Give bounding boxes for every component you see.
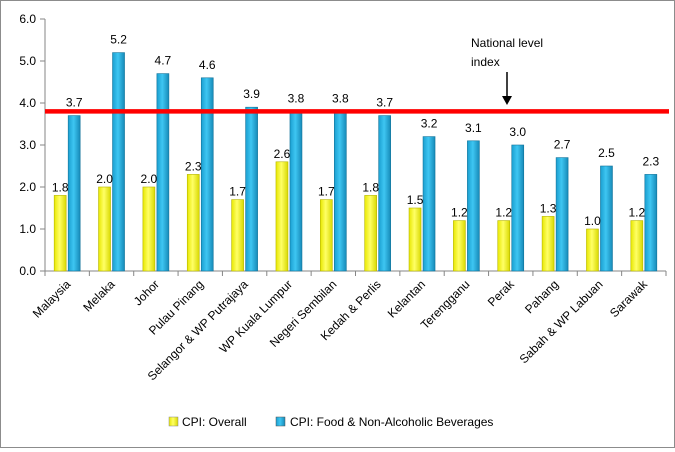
- bar-overall: [275, 161, 289, 272]
- data-label-overall: 1.8: [52, 180, 69, 194]
- bar-overall: [320, 199, 333, 272]
- data-label-food: 3.0: [509, 125, 526, 139]
- bar-food: [334, 111, 347, 272]
- bars: [53, 52, 658, 272]
- data-label-food: 2.3: [642, 154, 659, 168]
- data-label-overall: 1.7: [229, 185, 246, 199]
- legend-swatch-food: [275, 416, 286, 427]
- data-label-food: 3.9: [243, 87, 260, 101]
- data-label-overall: 1.8: [362, 180, 379, 194]
- y-tick-label: 3.0: [19, 138, 36, 152]
- bar-food: [555, 157, 569, 272]
- data-label-food: 3.7: [66, 96, 83, 110]
- x-category-label: Pahang: [522, 277, 561, 316]
- data-label-overall: 1.0: [584, 214, 601, 228]
- data-label-overall: 1.3: [540, 201, 557, 215]
- x-category-label: Perak: [485, 277, 518, 310]
- y-tick-label: 2.0: [19, 180, 36, 194]
- bar-food: [467, 140, 480, 272]
- data-label-overall: 1.2: [628, 206, 645, 220]
- bar-overall: [586, 228, 599, 272]
- bar-overall: [98, 186, 111, 272]
- data-label-overall: 2.0: [96, 172, 113, 186]
- data-label-overall: 1.2: [451, 206, 468, 220]
- bar-food: [289, 111, 303, 272]
- x-category-label: Sabah & WP Labuan: [517, 277, 606, 366]
- bar-overall: [497, 220, 511, 272]
- data-label-overall: 2.3: [185, 159, 202, 173]
- x-category-label: Melaka: [80, 277, 117, 314]
- bar-overall: [630, 220, 644, 272]
- x-category-label: Johor: [131, 277, 162, 308]
- bar-overall: [364, 195, 377, 272]
- y-tick-label: 1.0: [19, 222, 36, 236]
- data-label-food: 3.8: [288, 91, 305, 105]
- bar-food: [644, 174, 658, 272]
- data-label-food: 2.7: [554, 138, 571, 152]
- x-category-label: Sarawak: [607, 277, 651, 321]
- data-labels: 1.8 2.0 2.0 2.3 1.7 2.6 1.7 1.8 1.5 1.2 1.2 1.3 1.0 1…: [52, 33, 660, 228]
- data-label-food: 3.7: [376, 96, 393, 110]
- bar-food: [511, 144, 525, 272]
- bar-overall: [53, 195, 67, 272]
- x-category-label: Malaysia: [30, 277, 74, 321]
- bar-food: [245, 106, 258, 272]
- legend: CPI: Overall CPI: Food & Non-Alcoholic B…: [168, 415, 493, 429]
- data-label-food: 3.8: [332, 91, 349, 105]
- x-category-label: Kelantan: [385, 277, 428, 320]
- data-label-food: 2.5: [598, 146, 615, 160]
- bar-food: [112, 52, 125, 272]
- annotation-arrow-head: [502, 96, 512, 105]
- data-label-overall: 1.2: [495, 206, 512, 220]
- legend-label-food: CPI: Food & Non-Alcoholic Beverages: [290, 415, 493, 429]
- legend-label-overall: CPI: Overall: [182, 415, 247, 429]
- annotation: National level index: [471, 36, 543, 105]
- data-label-food: 3.2: [421, 117, 438, 131]
- bar-food: [600, 165, 613, 272]
- bar-overall: [142, 186, 156, 272]
- bar-overall: [186, 174, 200, 272]
- data-label-overall: 1.7: [318, 185, 335, 199]
- data-label-overall: 2.6: [274, 147, 291, 161]
- data-label-food: 5.2: [110, 33, 127, 47]
- annotation-line-1: National level: [471, 36, 543, 50]
- data-label-food: 4.6: [199, 58, 216, 72]
- y-tick-label: 6.0: [19, 12, 36, 26]
- bar-overall: [231, 199, 244, 272]
- bar-food: [378, 115, 391, 272]
- data-label-food: 4.7: [155, 54, 172, 68]
- annotation-line-2: index: [471, 55, 500, 69]
- bar-overall: [453, 220, 466, 272]
- y-tick-label: 5.0: [19, 54, 36, 68]
- y-tick-label: 4.0: [19, 96, 36, 110]
- data-label-overall: 2.0: [141, 172, 158, 186]
- bar-overall: [408, 207, 422, 272]
- legend-swatch-overall: [168, 416, 179, 427]
- bar-food: [156, 73, 170, 272]
- bar-food: [67, 115, 81, 272]
- data-label-food: 3.1: [465, 121, 482, 135]
- bar-food: [422, 136, 436, 272]
- bar-overall: [541, 216, 555, 272]
- data-label-overall: 1.5: [407, 193, 424, 207]
- bar-food: [200, 77, 214, 272]
- y-tick-label: 0.0: [19, 264, 36, 278]
